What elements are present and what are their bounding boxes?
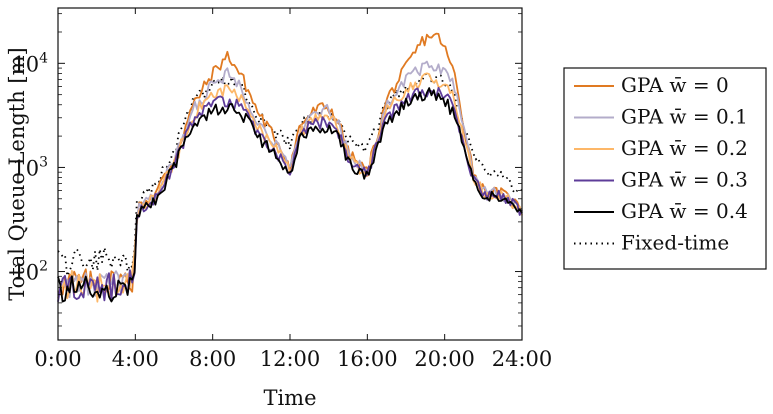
x-tick-label: 16:00 [337, 347, 398, 371]
y-axis-title: Total Queue Length [m] [5, 47, 29, 300]
legend-label-2: GPA w̄ = 0.2 [621, 136, 748, 160]
x-tick-label: 4:00 [112, 347, 159, 371]
y-tick-label: 102 [12, 259, 48, 285]
legend: GPA w̄ = 0 GPA w̄ = 0.1 GPA w̄ = 0.2 GPA w̄… [563, 67, 767, 270]
x-axis-title: Time [263, 386, 316, 410]
legend-label-0: GPA w̄ = 0 [621, 73, 729, 97]
legend-label-3: GPA w̄ = 0.3 [621, 168, 748, 192]
y-tick-label: 103 [12, 154, 48, 180]
legend-label-4: GPA w̄ = 0.4 [621, 199, 748, 223]
legend-label-1: GPA w̄ = 0.1 [621, 105, 748, 129]
x-tick-label: 24:00 [492, 347, 553, 371]
x-tick-label: 12:00 [260, 347, 321, 371]
x-tick-label: 20:00 [414, 347, 475, 371]
y-tick-label: 104 [12, 50, 48, 76]
series-line-1 [57, 60, 523, 299]
series-layer [57, 32, 523, 303]
x-tick-label: 8:00 [189, 347, 236, 371]
legend-box [563, 67, 767, 270]
series-line-4 [57, 87, 523, 303]
ticks-layer: 0:00 4:00 8:00 12:00 16:00 20:00 24:00 102 103 10… [12, 8, 552, 371]
x-tick-label: 0:00 [34, 347, 81, 371]
legend-label-5: Fixed-time [621, 231, 729, 255]
